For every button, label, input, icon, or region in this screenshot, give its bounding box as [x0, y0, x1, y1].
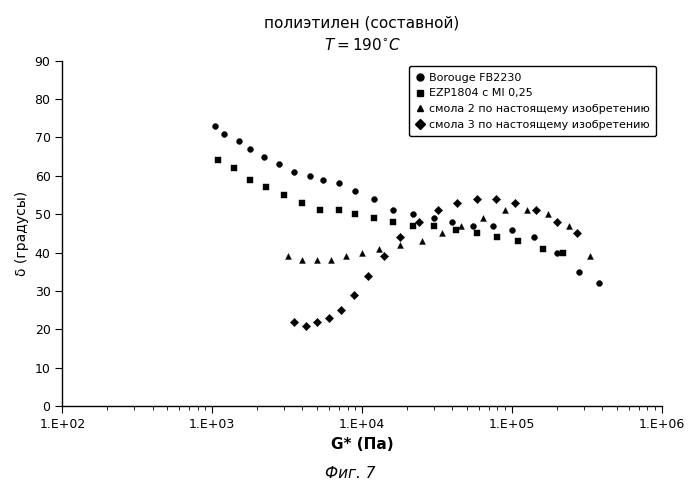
Point [452, 199, 463, 207]
Point [326, 257, 337, 264]
Point [318, 176, 329, 184]
Point [468, 222, 479, 229]
Point [387, 207, 398, 214]
Point [312, 257, 323, 264]
Point [408, 222, 419, 229]
Point [278, 191, 289, 199]
Point [282, 253, 293, 260]
Point [374, 245, 385, 253]
Point [335, 306, 346, 314]
Point [510, 199, 521, 207]
Point [490, 195, 501, 203]
Point [258, 153, 270, 160]
Point [288, 168, 300, 176]
Point [594, 279, 605, 287]
Y-axis label: δ (градусы): δ (градусы) [15, 191, 29, 276]
Legend: Borouge FB2230, EZP1804 с MI 0,25, смола 2 по настоящему изобретению, смола 3 по: Borouge FB2230, EZP1804 с MI 0,25, смола… [409, 66, 657, 136]
Point [450, 226, 461, 233]
Point [542, 210, 554, 218]
Point [395, 233, 406, 241]
Point [564, 222, 575, 229]
Point [584, 253, 595, 260]
Point [314, 207, 326, 214]
Point [471, 195, 482, 203]
Point [436, 229, 447, 237]
Point [531, 207, 542, 214]
Point [218, 130, 230, 138]
Point [245, 176, 256, 184]
Point [350, 210, 361, 218]
Point [348, 291, 359, 299]
Point [416, 237, 428, 245]
Point [245, 145, 256, 153]
Point [387, 218, 398, 226]
Point [213, 156, 224, 164]
Point [340, 253, 351, 260]
Point [558, 249, 569, 257]
Point [428, 222, 439, 229]
Point [471, 229, 482, 237]
Point [512, 237, 524, 245]
X-axis label: G* (Па): G* (Па) [331, 436, 393, 451]
Point [537, 245, 548, 253]
Point [477, 214, 489, 222]
Point [552, 218, 563, 226]
Point [447, 218, 458, 226]
Point [573, 268, 584, 276]
Point [297, 257, 308, 264]
Point [506, 226, 517, 233]
Point [333, 207, 344, 214]
Point [356, 249, 368, 257]
Point [350, 187, 361, 195]
Point [521, 207, 532, 214]
Point [228, 164, 239, 172]
Point [288, 318, 300, 326]
Point [488, 222, 499, 229]
Text: Фиг. 7: Фиг. 7 [325, 466, 375, 481]
Point [395, 241, 406, 249]
Point [233, 138, 244, 145]
Point [363, 272, 374, 279]
Point [368, 195, 379, 203]
Point [368, 214, 379, 222]
Point [297, 199, 308, 207]
Point [333, 180, 344, 188]
Point [300, 322, 312, 330]
Point [552, 249, 563, 257]
Point [274, 160, 285, 168]
Point [528, 233, 540, 241]
Point [304, 172, 316, 180]
Point [456, 222, 467, 229]
Title: полиэтилен (составной)
$\it{T=190}$$^{\circ}$$\it{C}$: полиэтилен (составной) $\it{T=190}$$^{\c… [265, 15, 460, 52]
Point [571, 229, 582, 237]
Point [432, 207, 443, 214]
Point [323, 314, 335, 322]
Point [414, 218, 425, 226]
Point [428, 214, 439, 222]
Point [492, 233, 503, 241]
Point [312, 318, 323, 326]
Point [500, 207, 511, 214]
Point [408, 210, 419, 218]
Point [210, 122, 221, 130]
Point [379, 253, 390, 260]
Point [261, 183, 272, 191]
